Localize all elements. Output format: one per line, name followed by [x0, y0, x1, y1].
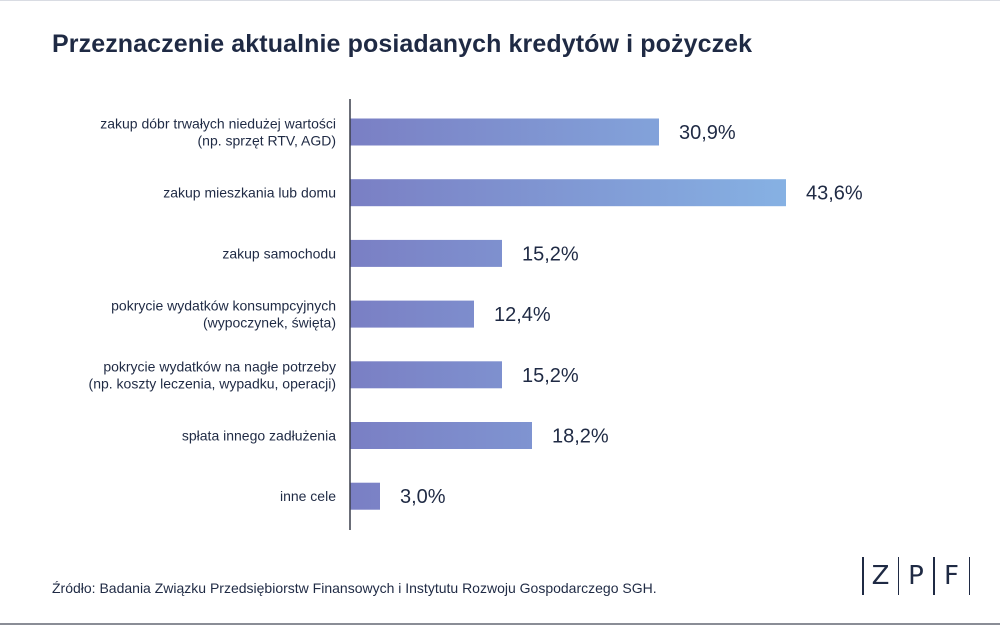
- logo-divider: [897, 557, 899, 595]
- bar: [350, 482, 380, 510]
- bar: [350, 361, 502, 389]
- logo-letter-f: F: [944, 561, 959, 591]
- category-label: inne cele: [280, 488, 336, 504]
- category-label: zakup dóbr trwałych niedużej wartości: [100, 116, 336, 132]
- bar: [350, 422, 532, 449]
- category-label: pokrycie wydatków konsumpcyjnych: [111, 298, 336, 314]
- source-note: Źródło: Badania Związku Przedsiębiorstw …: [52, 580, 657, 596]
- data-label: 15,2%: [522, 243, 579, 265]
- category-label: spłata innego zadłużenia: [182, 428, 336, 444]
- bottom-divider: [0, 623, 1000, 625]
- logo-letter-z: Z: [871, 561, 890, 591]
- category-label: (np. koszty leczenia, wypadku, operacji): [89, 375, 336, 391]
- zpf-logo: Z P F: [862, 556, 970, 596]
- bar: [350, 239, 502, 267]
- logo-letter-p: P: [908, 561, 924, 591]
- category-label: (wypoczynek, święta): [203, 315, 336, 331]
- bars-layer: 30,9% zakup dóbr trwałych niedużej wartoś…: [89, 116, 863, 510]
- logo-divider: [968, 557, 970, 595]
- chart-title: Przeznaczenie aktualnie posiadanych kred…: [52, 30, 753, 58]
- data-label: 12,4%: [494, 304, 551, 326]
- category-label: zakup mieszkania lub domu: [163, 185, 336, 201]
- data-label: 15,2%: [522, 365, 579, 387]
- category-label: pokrycie wydatków na nagłe potrzeby: [103, 358, 336, 374]
- data-label: 18,2%: [552, 426, 609, 448]
- bar: [350, 300, 474, 328]
- category-label: (np. sprzęt RTV, AGD): [198, 133, 337, 149]
- bar: [350, 179, 786, 207]
- data-label: 30,9%: [679, 122, 736, 144]
- logo-divider: [933, 557, 935, 595]
- category-label: zakup samochodu: [222, 245, 336, 261]
- bar-chart: 30,9% zakup dóbr trwałych niedużej wartoś…: [89, 99, 863, 530]
- top-divider: [0, 0, 1000, 1]
- data-label: 43,6%: [806, 183, 863, 205]
- data-label: 3,0%: [400, 486, 446, 508]
- logo-divider: [862, 557, 864, 595]
- bar: [350, 118, 659, 146]
